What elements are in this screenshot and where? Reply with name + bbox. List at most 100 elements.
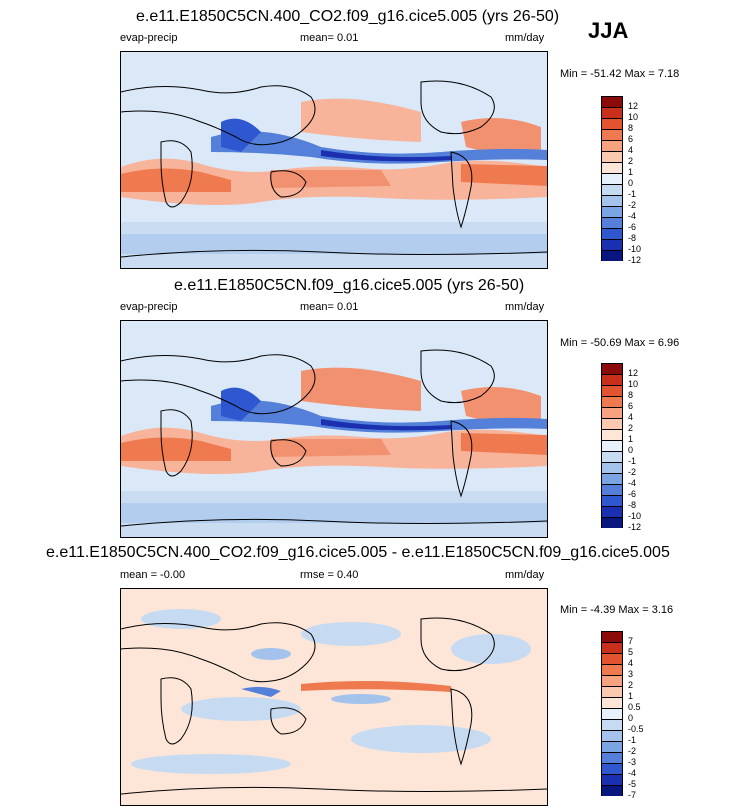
panel2-colorbar-box [601, 418, 623, 429]
panel1-colorbar-label: -6 [628, 222, 637, 232]
panel3-colorbar-box [601, 675, 623, 686]
panel2-colorbar-label: -10 [628, 511, 642, 521]
panel2-colorbar-box [601, 506, 623, 517]
panel2-colorbar-box [601, 374, 623, 385]
panel1-colorbar-box [601, 151, 623, 162]
panel2-colorbar-box [601, 407, 623, 418]
panel3-mean-label: mean = -0.00 [120, 569, 186, 581]
panel3-map [120, 588, 548, 806]
panel2-colorbar-label: -12 [628, 522, 642, 532]
panel3-colorbar-box [601, 697, 623, 708]
panel1-colorbar-label: -8 [628, 233, 637, 243]
panel3-colorbar-label: 5 [628, 647, 634, 657]
panel3-colorbar-box [601, 708, 623, 719]
panel1-colorbar-label: 10 [628, 112, 639, 122]
panel2-minmax-label: Min = -50.69 Max = 6.96 [560, 337, 680, 349]
panel3-colorbar-label: -3 [628, 757, 637, 767]
panel3-title: e.e11.E1850C5CN.400_CO2.f09_g16.cice5.00… [46, 544, 670, 561]
panel2-mean-label: mean= 0.01 [300, 301, 359, 313]
panel2-map-field [121, 321, 547, 537]
panel2-colorbar-label: 6 [628, 401, 634, 411]
panel3-colorbar-box [601, 730, 623, 741]
panel1-colorbar-label: 4 [628, 145, 634, 155]
panel1-colorbar-label: -1 [628, 189, 637, 199]
panel1-colorbar-box [601, 162, 623, 173]
panel3-units-label: mm/day [505, 569, 545, 581]
panel2-colorbar-label: -6 [628, 489, 637, 499]
panel3-colorbar-label: -0.5 [628, 724, 644, 734]
panel3-colorbar-box [601, 719, 623, 730]
panel3-colorbar-label: -1 [628, 735, 637, 745]
panel1-colorbar-label: -10 [628, 244, 642, 254]
panel1-colorbar-box [601, 173, 623, 184]
panel2-colorbar-box [601, 484, 623, 495]
season-label: JJA [588, 18, 629, 43]
panel2-colorbar-label: 2 [628, 423, 634, 433]
panel1-colorbar-box [601, 195, 623, 206]
panel1-colorbar-box [601, 206, 623, 217]
panel2-title: e.e11.E1850C5CN.f09_g16.cice5.005 (yrs 2… [174, 277, 525, 294]
panel1-mean-label: mean= 0.01 [300, 32, 359, 44]
panel3-colorbar-box [601, 741, 623, 752]
panel3-colorbar-label: 0 [628, 713, 634, 723]
panel3-colorbar-box [601, 664, 623, 675]
panel1-colorbar-box [601, 96, 623, 107]
panel1-colorbar-label: 8 [628, 123, 634, 133]
panel3-colorbar-label: -5 [628, 779, 637, 789]
panel2-units-label: mm/day [505, 301, 545, 313]
panel1-colorbar-box [601, 184, 623, 195]
panel3-colorbar-box [601, 774, 623, 785]
panel3-colorbar-box [601, 631, 623, 642]
panel1-colorbar-label: 2 [628, 156, 634, 166]
panel1-title: e.e11.E1850C5CN.400_CO2.f09_g16.cice5.00… [136, 8, 560, 25]
panel2-colorbar-box [601, 462, 623, 473]
panel2-colorbar-label: 1 [628, 434, 634, 444]
panel3-colorbar-label: 4 [628, 658, 634, 668]
panel2-colorbar-box [601, 385, 623, 396]
panel1-colorbar-box [601, 217, 623, 228]
panel1-units-label: mm/day [505, 32, 545, 44]
panel3-minmax-label: Min = -4.39 Max = 3.16 [560, 604, 674, 616]
panel3-colorbar-label: -7 [628, 790, 637, 800]
panel2-colorbar-label: -2 [628, 467, 637, 477]
panel3-colorbar-box [601, 752, 623, 763]
panel1-colorbar-label: -12 [628, 255, 642, 265]
panel1-colorbar-box [601, 118, 623, 129]
panel1-colorbar-box [601, 228, 623, 239]
panel1-map-field [121, 52, 547, 268]
panel3-colorbar-label: -4 [628, 768, 637, 778]
panel1-colorbar-box [601, 107, 623, 118]
panel2-colorbar-box [601, 429, 623, 440]
panel3-map-field [121, 589, 547, 805]
panel3-colorbar-label: 2 [628, 680, 634, 690]
panel1-colorbar-box [601, 239, 623, 250]
panel2-colorbar-label: -8 [628, 500, 637, 510]
panel1-colorbar-box [601, 250, 623, 261]
panel3-colorbar-label: -2 [628, 746, 637, 756]
panel3-colorbar-box [601, 763, 623, 774]
panel1-colorbar-box [601, 140, 623, 151]
panel1-colorbar-box [601, 129, 623, 140]
panel3-colorbar-label: 3 [628, 669, 634, 679]
panel1-colorbar-label: -2 [628, 200, 637, 210]
panel1-colorbar-label: 0 [628, 178, 634, 188]
panel2-colorbar-box [601, 473, 623, 484]
panel2-colorbar-label: -4 [628, 478, 637, 488]
panel2-colorbar-box [601, 451, 623, 462]
panel3-colorbar-label: 0.5 [628, 702, 641, 712]
panel2-colorbar-box [601, 363, 623, 374]
panel2-colorbar-box [601, 495, 623, 506]
panel1-colorbar-label: -4 [628, 211, 637, 221]
panel3-colorbar: 7 5 4 3 2 1 0.5 0 -0.5 -1 -2 -3 -4 -5 -7 [601, 631, 644, 800]
panel2-colorbar-label: -1 [628, 456, 637, 466]
panel2-map [120, 320, 548, 538]
panel1-colorbar-label: 12 [628, 101, 639, 111]
panel3-colorbar-box [601, 642, 623, 653]
panel1-map [120, 51, 548, 269]
panel2-colorbar-label: 10 [628, 379, 639, 389]
panel2-colorbar-box [601, 396, 623, 407]
panel2-colorbar-label: 4 [628, 412, 634, 422]
panel1-minmax-label: Min = -51.42 Max = 7.18 [560, 68, 680, 80]
panel3-colorbar-box [601, 653, 623, 664]
panel2-colorbar-label: 0 [628, 445, 634, 455]
